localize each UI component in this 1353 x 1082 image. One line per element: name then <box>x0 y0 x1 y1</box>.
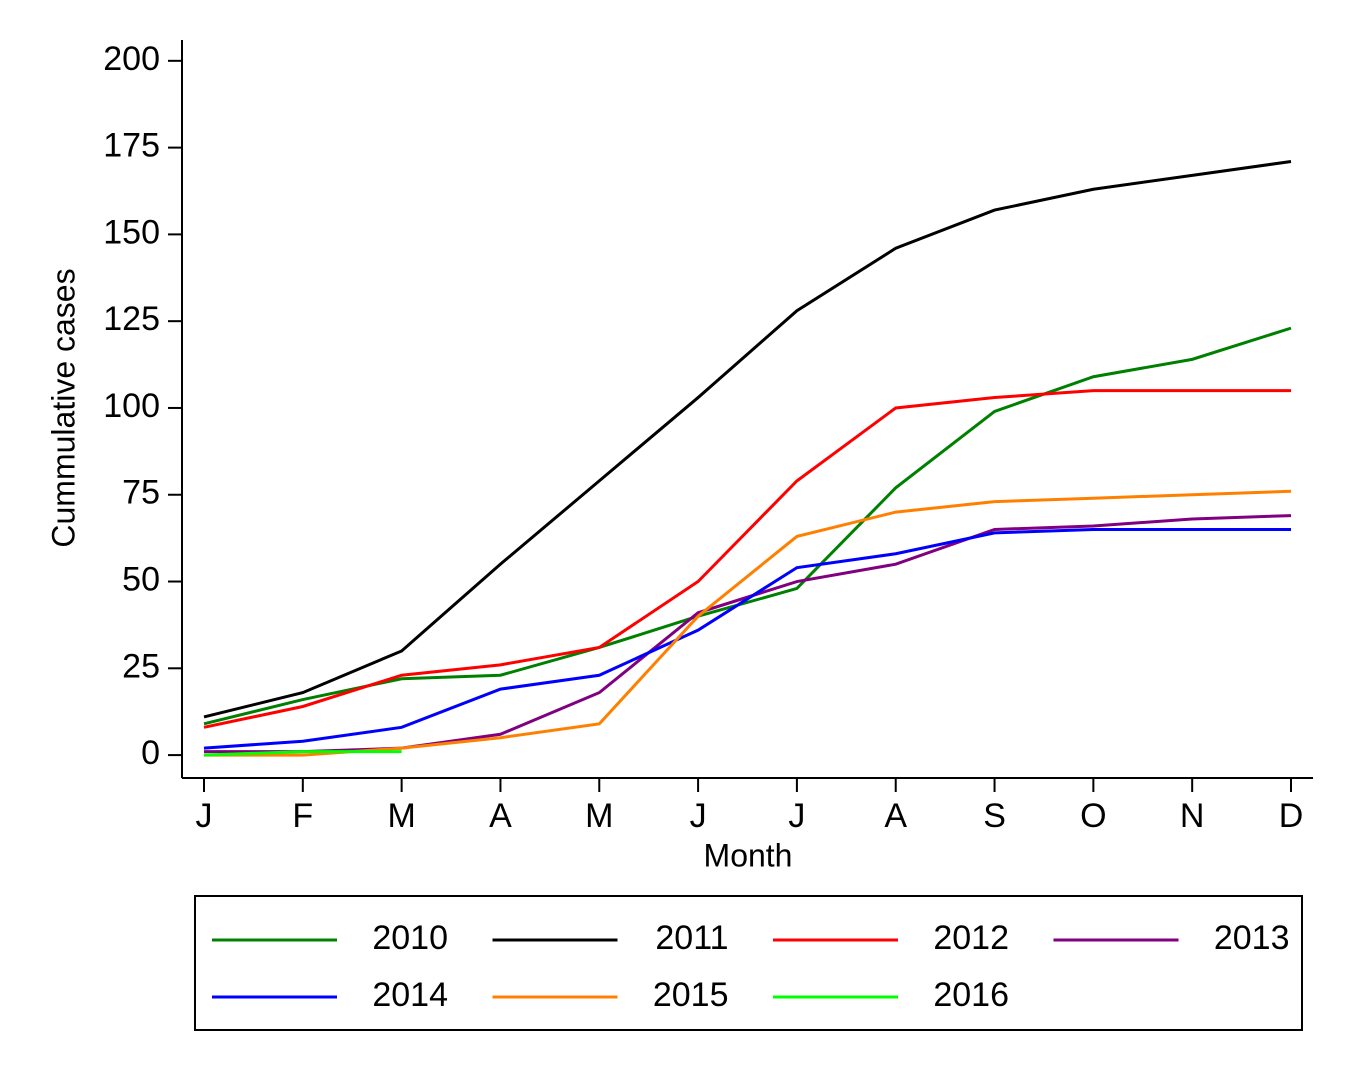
x-tick-label: N <box>1180 797 1205 835</box>
y-tick-label: 25 <box>122 647 160 685</box>
x-tick-label: O <box>1080 797 1106 835</box>
x-tick-label: J <box>196 797 213 835</box>
legend-label: 2016 <box>933 976 1009 1014</box>
y-tick-label: 125 <box>103 300 160 338</box>
y-tick-label: 75 <box>122 474 160 512</box>
x-tick-label: S <box>983 797 1006 835</box>
y-tick-label: 150 <box>103 213 160 251</box>
series-line <box>204 489 1292 757</box>
x-tick-label: D <box>1279 797 1304 835</box>
series-line <box>203 750 402 757</box>
legend-label: 2013 <box>1214 919 1290 957</box>
y-tick-label: 200 <box>103 40 160 78</box>
legend-label: 2012 <box>933 919 1009 957</box>
x-axis-label: Month <box>704 837 793 873</box>
y-tick-label: 0 <box>141 734 160 772</box>
x-tick-label: F <box>292 797 313 835</box>
y-tick-label: 50 <box>122 561 160 599</box>
series-line <box>204 514 1292 754</box>
y-tick-label: 100 <box>103 387 160 425</box>
x-tick-label: M <box>387 797 415 835</box>
x-tick-label: J <box>788 797 805 835</box>
legend-box <box>194 895 1303 1031</box>
legend-label: 2010 <box>372 919 448 957</box>
series-line <box>203 160 1292 719</box>
legend-label: 2014 <box>372 976 448 1014</box>
legend-label: 2015 <box>653 976 729 1014</box>
series-line <box>203 389 1291 729</box>
legend-label: 2011 <box>655 919 728 957</box>
x-tick-label: M <box>585 797 613 835</box>
y-axis-label: Cummulative cases <box>45 268 81 547</box>
y-tick-label: 175 <box>103 127 160 165</box>
series-line <box>203 527 1291 750</box>
x-tick-label: A <box>489 797 512 835</box>
x-tick-label: J <box>690 797 707 835</box>
series-line <box>203 326 1292 726</box>
x-tick-label: A <box>884 797 907 835</box>
